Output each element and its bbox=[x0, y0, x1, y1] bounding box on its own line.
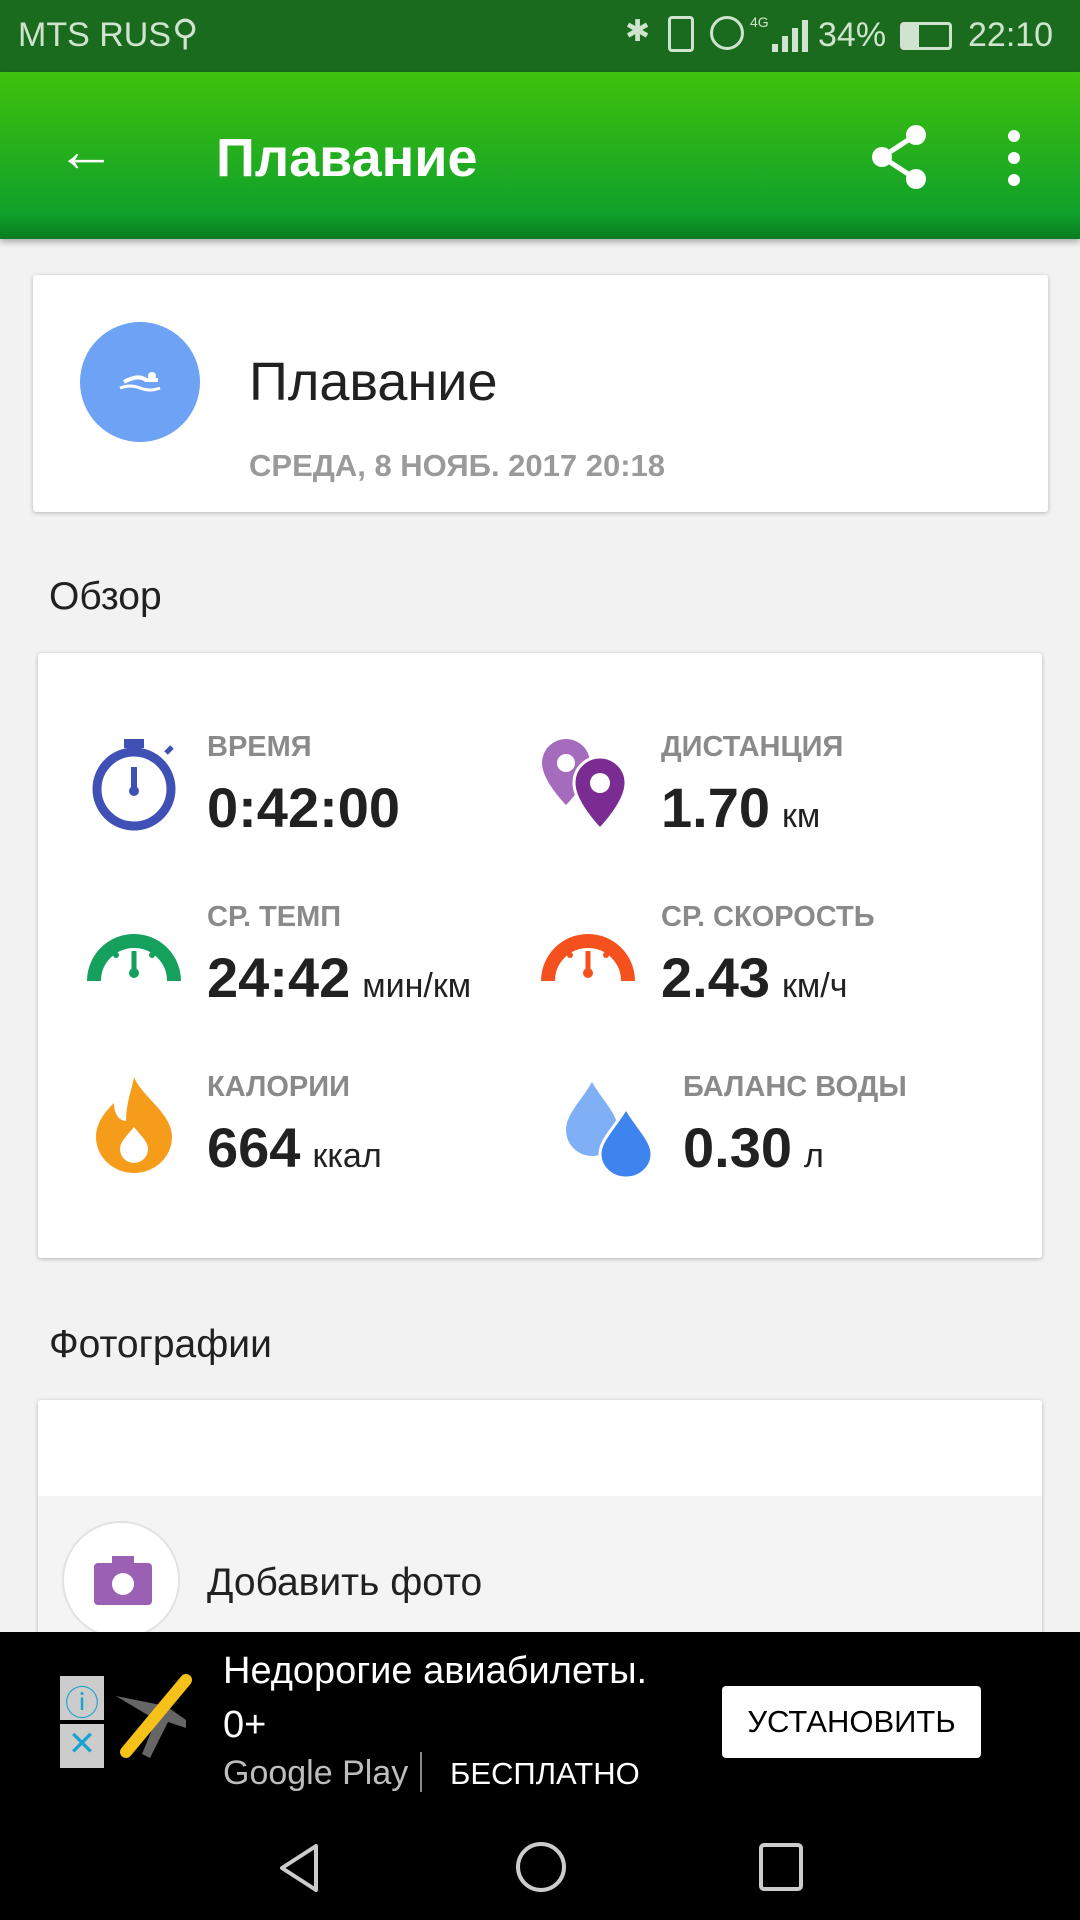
battery-percent: 34% bbox=[818, 16, 887, 54]
ad-title: Недорогие авиабилеты. bbox=[223, 1650, 648, 1692]
flame-icon bbox=[96, 1077, 172, 1173]
stat-label-water: БАЛАНС ВОДЫ bbox=[683, 1071, 907, 1103]
nav-back-icon[interactable] bbox=[276, 1842, 324, 1894]
alarm-icon bbox=[710, 16, 744, 50]
stat-label-calories: КАЛОРИИ bbox=[207, 1071, 350, 1103]
overview-card: ВРЕМЯ 0:42:00 ДИСТАНЦИЯ 1.70 км СР. ТЕМП … bbox=[38, 653, 1042, 1258]
bluetooth-icon: ✱ bbox=[625, 15, 651, 48]
airplane-icon bbox=[116, 1674, 192, 1758]
share-icon[interactable] bbox=[870, 124, 930, 190]
stat-value-time: 0:42:00 bbox=[207, 776, 401, 839]
app-bar: ← Плавание bbox=[0, 72, 1080, 239]
search-icon: ⚲ bbox=[172, 12, 199, 53]
stat-value-distance: 1.70 км bbox=[661, 776, 821, 839]
swimmer-icon bbox=[80, 322, 200, 442]
network-type: 4G bbox=[750, 14, 769, 30]
activity-date: СРЕДА, 8 НОЯБ. 2017 20:18 bbox=[249, 448, 666, 483]
install-button[interactable]: УСТАНОВИТЬ bbox=[722, 1686, 981, 1758]
stat-value-calories: 664 ккал bbox=[207, 1116, 382, 1179]
nav-home-icon[interactable] bbox=[514, 1840, 568, 1894]
clock: 22:10 bbox=[968, 16, 1054, 54]
back-button[interactable]: ← bbox=[56, 117, 116, 184]
ad-close-icon[interactable]: ✕ bbox=[60, 1724, 104, 1768]
ad-banner: ⓘ ✕ Недорогие авиабилеты. 0+ Google Play… bbox=[0, 1632, 1080, 1920]
water-drops-icon bbox=[566, 1082, 654, 1178]
ad-rating: 0+ bbox=[223, 1704, 267, 1746]
page-title: Плавание bbox=[216, 128, 478, 188]
vibrate-icon bbox=[668, 16, 694, 52]
photos-heading: Фотографии bbox=[49, 1323, 272, 1366]
speedometer-icon bbox=[541, 934, 635, 982]
overview-heading: Обзор bbox=[49, 575, 162, 618]
stopwatch-icon bbox=[92, 739, 176, 831]
more-vert-icon[interactable] bbox=[1002, 128, 1026, 188]
stat-label-time: ВРЕМЯ bbox=[207, 731, 312, 763]
add-photo-label: Добавить фото bbox=[207, 1561, 483, 1604]
stat-label-speed: СР. СКОРОСТЬ bbox=[661, 901, 875, 933]
gauge-icon bbox=[87, 934, 181, 982]
battery-icon bbox=[900, 22, 952, 50]
ad-divider bbox=[420, 1752, 422, 1792]
stat-value-speed: 2.43 км/ч bbox=[661, 946, 848, 1009]
activity-header-card: Плавание СРЕДА, 8 НОЯБ. 2017 20:18 bbox=[33, 275, 1048, 512]
nav-bar bbox=[0, 1812, 1080, 1920]
ad-info-icon[interactable]: ⓘ bbox=[60, 1676, 104, 1723]
ad-price: БЕСПЛАТНО bbox=[450, 1756, 640, 1791]
carrier: MTS RUS bbox=[18, 16, 171, 54]
signal-icon bbox=[772, 20, 808, 52]
google-play-logo: Google Play bbox=[223, 1754, 409, 1792]
nav-recents-icon[interactable] bbox=[758, 1842, 804, 1892]
location-pins-icon bbox=[542, 739, 628, 832]
stat-value-water: 0.30 л bbox=[683, 1116, 824, 1179]
stat-label-distance: ДИСТАНЦИЯ bbox=[661, 731, 844, 763]
stat-label-pace: СР. ТЕМП bbox=[207, 901, 342, 933]
status-bar: MTS RUS ⚲ ✱ 4G 34% 22:10 bbox=[0, 0, 1080, 72]
activity-title: Плавание bbox=[249, 352, 498, 412]
stat-value-pace: 24:42 мин/км bbox=[207, 946, 472, 1009]
camera-icon bbox=[62, 1521, 180, 1639]
